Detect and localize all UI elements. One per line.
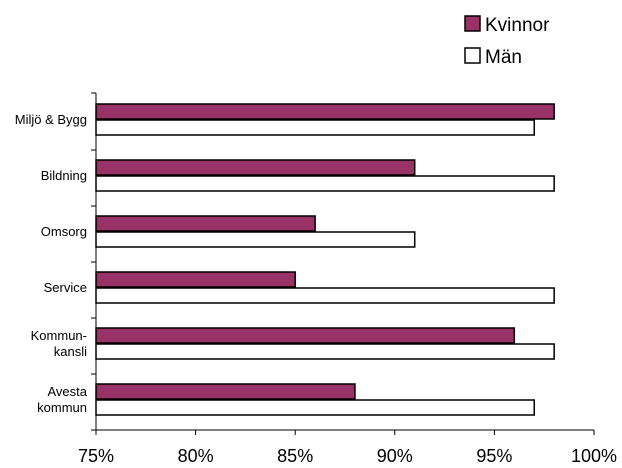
category-label-kommun-kansli: Kommun-kansli: [31, 328, 87, 359]
bar-män-miljö-bygg: [95, 119, 535, 136]
bar-kvinnor-omsorg: [95, 215, 316, 232]
bar-kvinnor-service: [95, 271, 296, 288]
plot-area: [95, 103, 555, 416]
legend-label-kvinnor: Kvinnor: [485, 15, 550, 36]
category-label-avesta-kommun: Avesta kommun: [37, 384, 88, 415]
bar-män-omsorg: [95, 231, 416, 248]
bar-män-bildning: [95, 175, 555, 192]
bar-kvinnor-kommun-kansli: [95, 327, 516, 344]
bar-kvinnor-bildning: [95, 159, 416, 176]
x-tick-label: 95%: [476, 446, 512, 466]
x-tick-label: 80%: [178, 446, 214, 466]
legend-swatch-män: [464, 47, 481, 64]
bar-kvinnor-miljö-bygg: [95, 103, 555, 120]
x-tick-label: 75%: [78, 446, 114, 466]
category-label-omsorg: Omsorg: [41, 224, 87, 239]
category-label-bildning: Bildning: [41, 168, 87, 183]
bar-män-kommun-kansli: [95, 343, 555, 360]
x-tick-label: 100%: [571, 446, 617, 466]
category-label-miljö-bygg: Miljö & Bygg: [15, 112, 87, 127]
bar-kvinnor-avesta-kommun: [95, 383, 356, 400]
bar-män-avesta-kommun: [95, 399, 535, 416]
bar-män-service: [95, 287, 555, 304]
x-tick-label: 90%: [377, 446, 413, 466]
x-tick-label: 85%: [277, 446, 313, 466]
axes: Miljö & Bygg Bildning Omsorg Service Kommun-…: [15, 92, 617, 466]
legend-swatch-kvinnor: [464, 15, 481, 32]
category-label-service: Service: [44, 280, 87, 295]
legend-label-män: Män: [485, 47, 522, 68]
legend: Kvinnor Män: [464, 15, 550, 68]
